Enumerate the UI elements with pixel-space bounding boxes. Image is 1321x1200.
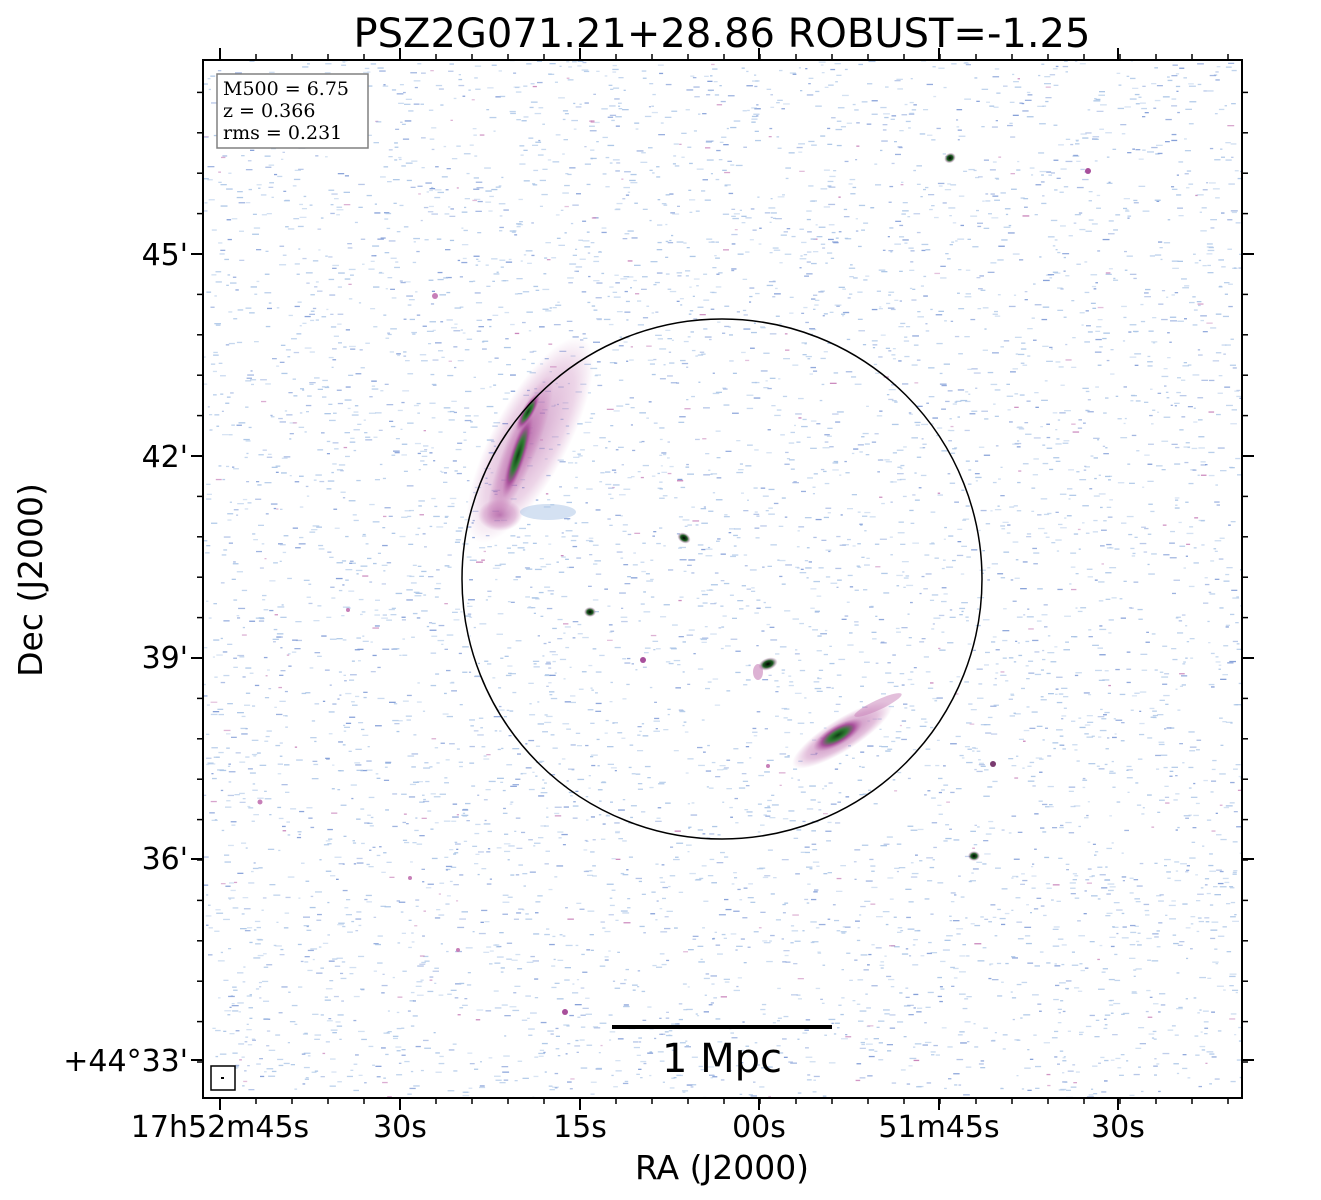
info-box: M500 = 6.75 z = 0.366 rms = 0.231 (216, 73, 369, 149)
image-area: 1 Mpc M500 = 6.75 z = 0.366 rms = 0.231 (203, 60, 1242, 1098)
info-redshift: z = 0.366 (223, 100, 315, 122)
info-m500: M500 = 6.75 (223, 78, 349, 100)
y-tick-label: +44°33' (63, 1044, 188, 1079)
y-tick-label: 45' (142, 238, 188, 273)
x-axis-label: RA (J2000) (635, 1148, 809, 1187)
radio-relic-east (792, 693, 902, 769)
background-noise (203, 60, 1242, 1098)
scale-bar-label: 1 Mpc (662, 1036, 782, 1082)
x-tick-label: 15s (553, 1110, 607, 1145)
x-tick-label: 30s (373, 1110, 427, 1145)
y-tick-label: 42' (142, 440, 188, 475)
radio-relic-west (466, 336, 594, 544)
x-tick-label: 17h52m45s (131, 1110, 309, 1145)
x-tick-label: 51m45s (878, 1110, 999, 1145)
plot-title: PSZ2G071.21+28.86 ROBUST=-1.25 (354, 11, 1091, 57)
y-axis-label: Dec (J2000) (11, 483, 50, 677)
x-tick-label: 00s (732, 1110, 786, 1145)
r500-circle (461, 318, 983, 840)
beam-ellipse (221, 1077, 224, 1079)
plot-frame (202, 59, 1243, 1099)
y-tick-label: 39' (142, 641, 188, 676)
y-tick-labels: 45' 42' 39' 36' +44°33' (63, 238, 188, 1079)
info-rms: rms = 0.231 (223, 122, 342, 144)
x-tick-labels: 17h52m45s 30s 15s 00s 51m45s 30s (131, 1110, 1145, 1145)
y-tick-label: 36' (142, 842, 188, 877)
axis-ticks (191, 48, 1254, 1110)
compact-sources (257, 152, 1091, 1015)
x-tick-label: 30s (1091, 1110, 1145, 1145)
